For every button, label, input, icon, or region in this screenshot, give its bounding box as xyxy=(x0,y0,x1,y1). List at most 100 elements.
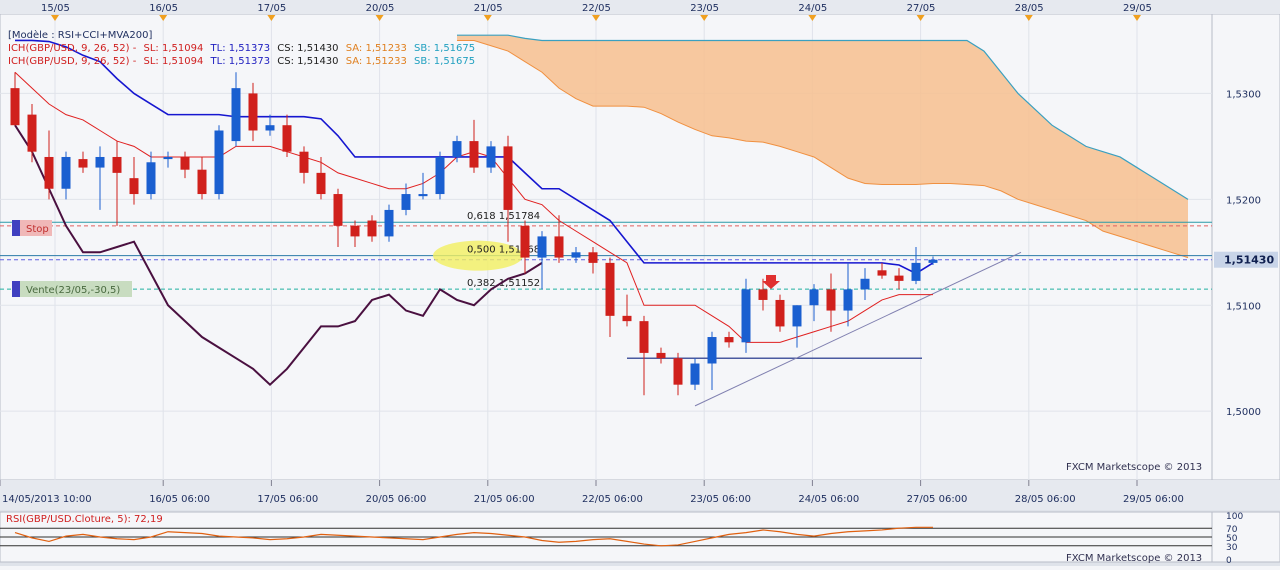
rsi-tick-label: 100 xyxy=(1226,512,1243,522)
legend-ichimoku-1: ICH(GBP/USD, 9, 26, 52) - SL: 1,51094 TL… xyxy=(8,43,479,54)
ich-cs: CS: 1,51430 xyxy=(277,56,339,67)
fib-level-label: 0,500 1,51468 xyxy=(467,245,540,256)
top-date-label: 22/05 xyxy=(582,3,611,14)
candle-body xyxy=(639,321,649,353)
candle-body xyxy=(911,262,921,281)
candle-body xyxy=(265,125,275,131)
candle-body xyxy=(690,363,700,385)
candle-body xyxy=(299,151,309,173)
candle-body xyxy=(10,88,20,126)
ich-label: ICH(GBP/USD, 9, 26, 52) - xyxy=(8,56,137,67)
session-marker-icon xyxy=(159,15,168,21)
current-price-label: 1,51430 xyxy=(1224,254,1274,267)
price-tick-label: 1,5300 xyxy=(1226,89,1261,100)
candle-body xyxy=(197,169,207,195)
candle-body xyxy=(367,220,377,237)
session-marker-icon xyxy=(700,15,709,21)
top-date-label: 23/05 xyxy=(690,3,719,14)
price-axis-panel xyxy=(1211,13,1280,481)
top-date-label: 15/05 xyxy=(41,3,70,14)
candle-body xyxy=(928,259,938,263)
candle-body xyxy=(231,88,241,142)
fib-level-label: 0,618 1,51784 xyxy=(467,211,540,222)
time-axis-label: 28/05 06:00 xyxy=(1015,494,1076,505)
candle-body xyxy=(809,289,819,306)
ich-cs: CS: 1,51430 xyxy=(277,43,339,54)
session-marker-icon xyxy=(592,15,600,21)
ich-sa: SA: 1,51233 xyxy=(345,56,407,67)
fib-level-label: 0,382 1,51152 xyxy=(467,278,540,289)
chikou-span-line xyxy=(14,124,543,387)
top-date-label: 24/05 xyxy=(798,3,827,14)
fib-highlight-ellipse xyxy=(433,240,523,271)
time-axis-label: 20/05 06:00 xyxy=(366,494,427,505)
candle-body xyxy=(758,289,768,300)
stop-label-marker xyxy=(12,220,20,236)
candle-body xyxy=(129,178,139,195)
top-date-label: 17/05 xyxy=(257,3,286,14)
candle-body xyxy=(316,172,326,195)
time-axis-label: 24/05 06:00 xyxy=(798,494,859,505)
candle-body xyxy=(350,225,360,237)
session-marker-icon xyxy=(483,15,492,21)
time-axis-label: 27/05 06:00 xyxy=(907,494,968,505)
ichimoku-cloud xyxy=(457,35,1188,258)
candle-body xyxy=(792,305,802,327)
candle-body xyxy=(248,93,258,131)
rsi-line xyxy=(14,526,933,547)
candle-body xyxy=(146,162,156,195)
candle-body xyxy=(384,209,394,237)
rsi-label: RSI(GBP/USD.Cloture, 5): 72,19 xyxy=(6,514,163,525)
current-price-tag xyxy=(1214,251,1278,268)
session-marker-icon xyxy=(51,15,59,21)
time-axis-strip xyxy=(0,480,1280,510)
candle-body xyxy=(469,141,479,168)
time-axis-label: 16/05 06:00 xyxy=(149,494,210,505)
candle-body xyxy=(333,194,343,226)
candle-body xyxy=(418,194,428,197)
ich-sa: SA: 1,51233 xyxy=(345,43,407,54)
candle-body xyxy=(554,236,564,258)
candle-body xyxy=(622,315,632,322)
session-marker-icon xyxy=(1024,15,1033,21)
watermark: FXCM Marketscope © 2013 xyxy=(1066,553,1202,564)
time-axis-label: 23/05 06:00 xyxy=(690,494,751,505)
trendline xyxy=(694,251,1022,407)
candle-body xyxy=(724,337,734,343)
candle-body xyxy=(78,159,88,168)
ich-sl: SL: 1,51094 xyxy=(143,43,204,54)
top-date-label: 29/05 xyxy=(1123,3,1152,14)
sell-arrow-icon xyxy=(762,275,780,289)
session-marker-icon xyxy=(1133,15,1141,21)
candle-body xyxy=(452,141,462,157)
time-axis-label: 17/05 06:00 xyxy=(257,494,318,505)
candle-body xyxy=(741,289,751,343)
price-tick-label: 1,5100 xyxy=(1226,301,1261,312)
candle-body xyxy=(112,156,122,173)
rsi-tick-label: 0 xyxy=(1226,556,1232,566)
ich-sb: SB: 1,51675 xyxy=(414,43,476,54)
vente-label-marker xyxy=(12,281,20,297)
candle-body xyxy=(435,156,445,195)
candle-body xyxy=(61,156,71,189)
legend-model: [Modèle : RSI+CCI+MVA200] xyxy=(8,30,156,41)
session-marker-icon xyxy=(916,15,925,21)
rsi-axis-panel xyxy=(1211,511,1280,563)
stop-label: Stop xyxy=(26,224,49,235)
candle-body xyxy=(503,146,513,210)
top-date-label: 28/05 xyxy=(1015,3,1044,14)
time-axis-label: 21/05 06:00 xyxy=(474,494,535,505)
candle-body xyxy=(44,156,54,189)
model-label: [Modèle : RSI+CCI+MVA200] xyxy=(8,30,153,41)
session-marker-icon xyxy=(375,15,384,21)
candle-body xyxy=(95,156,105,168)
time-axis-label: 14/05/2013 10:00 xyxy=(2,494,92,505)
ich-sb: SB: 1,51675 xyxy=(414,56,476,67)
candle-body xyxy=(860,278,870,290)
top-date-label: 16/05 xyxy=(149,3,178,14)
top-date-label: 27/05 xyxy=(907,3,936,14)
candle-body xyxy=(486,146,496,168)
watermark: FXCM Marketscope © 2013 xyxy=(1066,462,1202,473)
price-tick-label: 1,5000 xyxy=(1226,407,1261,418)
